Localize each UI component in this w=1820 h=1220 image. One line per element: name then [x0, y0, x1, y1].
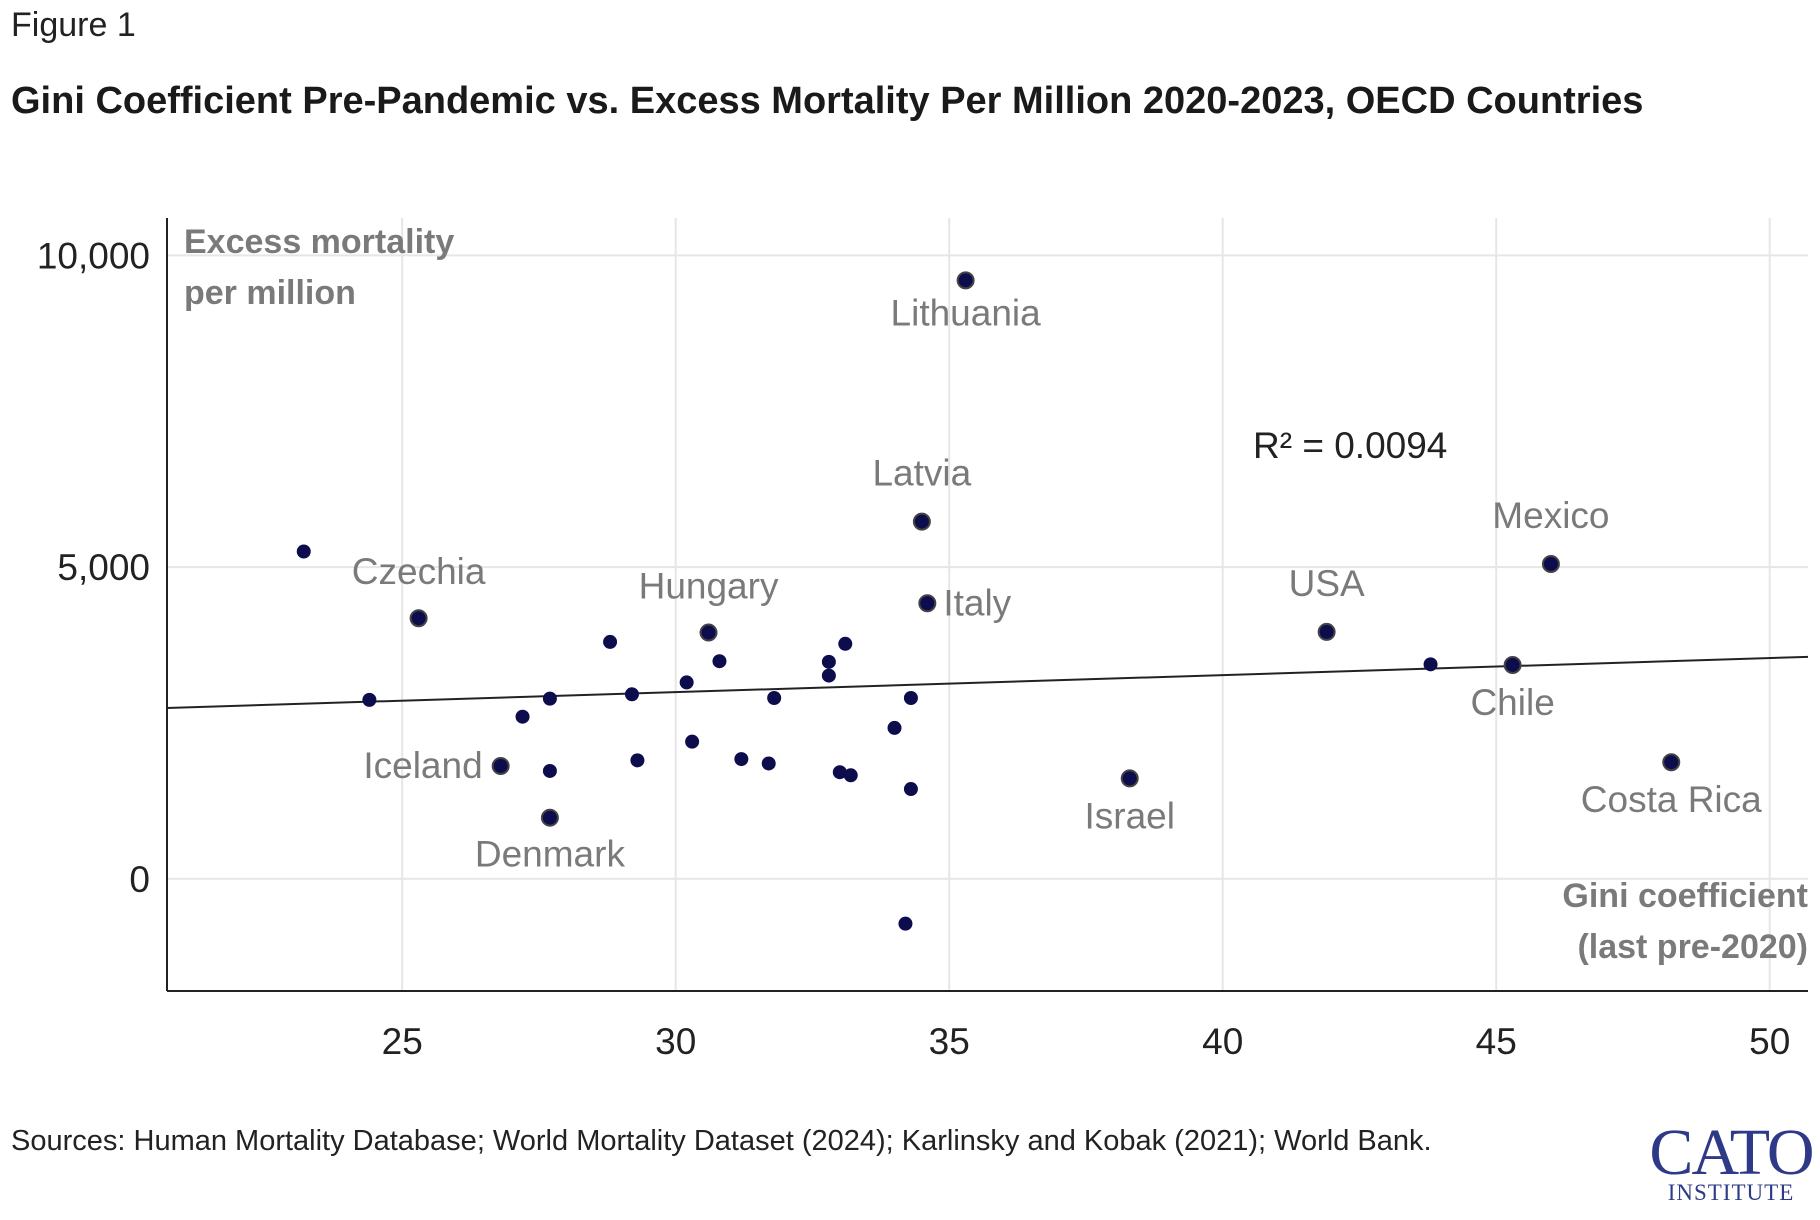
point-label-costa-rica: Costa Rica: [1581, 779, 1762, 820]
logo-sub-text: INSTITUTE: [1667, 1180, 1795, 1205]
data-point: [903, 691, 918, 706]
data-point: [898, 916, 913, 931]
data-point: [712, 654, 727, 669]
x-tick-label: 35: [929, 1021, 970, 1062]
cato-logo: CATO INSTITUTE: [1646, 1116, 1816, 1213]
data-point: [624, 687, 639, 702]
y-axis-title: per million: [184, 274, 356, 312]
x-axis-title: Gini coefficient: [1562, 877, 1808, 915]
y-axis-title: Excess mortality: [184, 223, 454, 261]
scatter-chart: 25 30 35 40 45 50 0 5,000 10,000 Excess mortality…: [37, 218, 1809, 1062]
data-point-italy: [918, 594, 937, 613]
trendline: [166, 655, 1809, 709]
sources-note: Sources: Human Mortality Database; World…: [11, 1125, 1432, 1157]
data-point: [542, 763, 557, 778]
data-point: [296, 544, 311, 559]
data-point-chile: [1503, 655, 1522, 674]
data-point: [843, 768, 858, 783]
data-point-denmark: [540, 808, 559, 827]
r-squared-annotation: R² = 0.0094: [1253, 425, 1447, 466]
data-point: [821, 668, 836, 683]
data-point-czechia: [409, 609, 428, 628]
point-label-czechia: Czechia: [352, 551, 486, 592]
point-label-mexico: Mexico: [1492, 495, 1609, 536]
x-tick-label: 30: [655, 1021, 696, 1062]
data-point: [838, 636, 853, 651]
x-tick-label: 25: [382, 1021, 423, 1062]
data-point: [1423, 657, 1438, 672]
data-point-israel: [1120, 769, 1139, 788]
data-point: [603, 634, 618, 649]
point-label-italy: Italy: [943, 582, 1011, 623]
x-tick-label: 45: [1476, 1021, 1517, 1062]
point-label-hungary: Hungary: [639, 566, 779, 607]
data-point-latvia: [912, 512, 931, 531]
data-point: [630, 753, 645, 768]
data-point: [821, 654, 836, 669]
data-point: [734, 752, 749, 767]
data-point-hungary: [699, 623, 718, 642]
y-tick-label: 10,000: [37, 235, 150, 276]
point-label-denmark: Denmark: [475, 834, 626, 875]
data-point: [362, 692, 377, 707]
point-label-israel: Israel: [1084, 795, 1174, 836]
x-axis-title: (last pre-2020): [1577, 928, 1808, 966]
data-point-mexico: [1541, 554, 1560, 573]
chart-title: Gini Coefficient Pre-Pandemic vs. Excess…: [11, 80, 1644, 122]
point-label-latvia: Latvia: [872, 453, 971, 494]
data-point: [767, 691, 782, 706]
figure-label: Figure 1: [11, 6, 136, 44]
x-tick-label: 40: [1202, 1021, 1243, 1062]
data-point: [887, 720, 902, 735]
point-label-lithuania: Lithuania: [891, 292, 1042, 333]
x-tick-label: 50: [1749, 1021, 1790, 1062]
data-point: [761, 756, 776, 771]
data-point: [515, 709, 530, 724]
y-tick-label: 5,000: [57, 547, 150, 588]
data-point-iceland: [491, 756, 510, 775]
logo-main-text: CATO: [1649, 1116, 1814, 1189]
data-point: [832, 765, 847, 780]
data-point-usa: [1317, 622, 1336, 641]
data-point-costa-rica: [1662, 753, 1681, 772]
data-point-lithuania: [956, 271, 975, 290]
y-tick-label: 0: [129, 859, 150, 900]
point-label-chile: Chile: [1470, 682, 1554, 723]
data-point: [903, 782, 918, 797]
point-label-iceland: Iceland: [363, 745, 482, 786]
data-point: [542, 691, 557, 706]
point-label-usa: USA: [1289, 563, 1365, 604]
data-point: [679, 675, 694, 690]
data-point: [685, 734, 700, 749]
